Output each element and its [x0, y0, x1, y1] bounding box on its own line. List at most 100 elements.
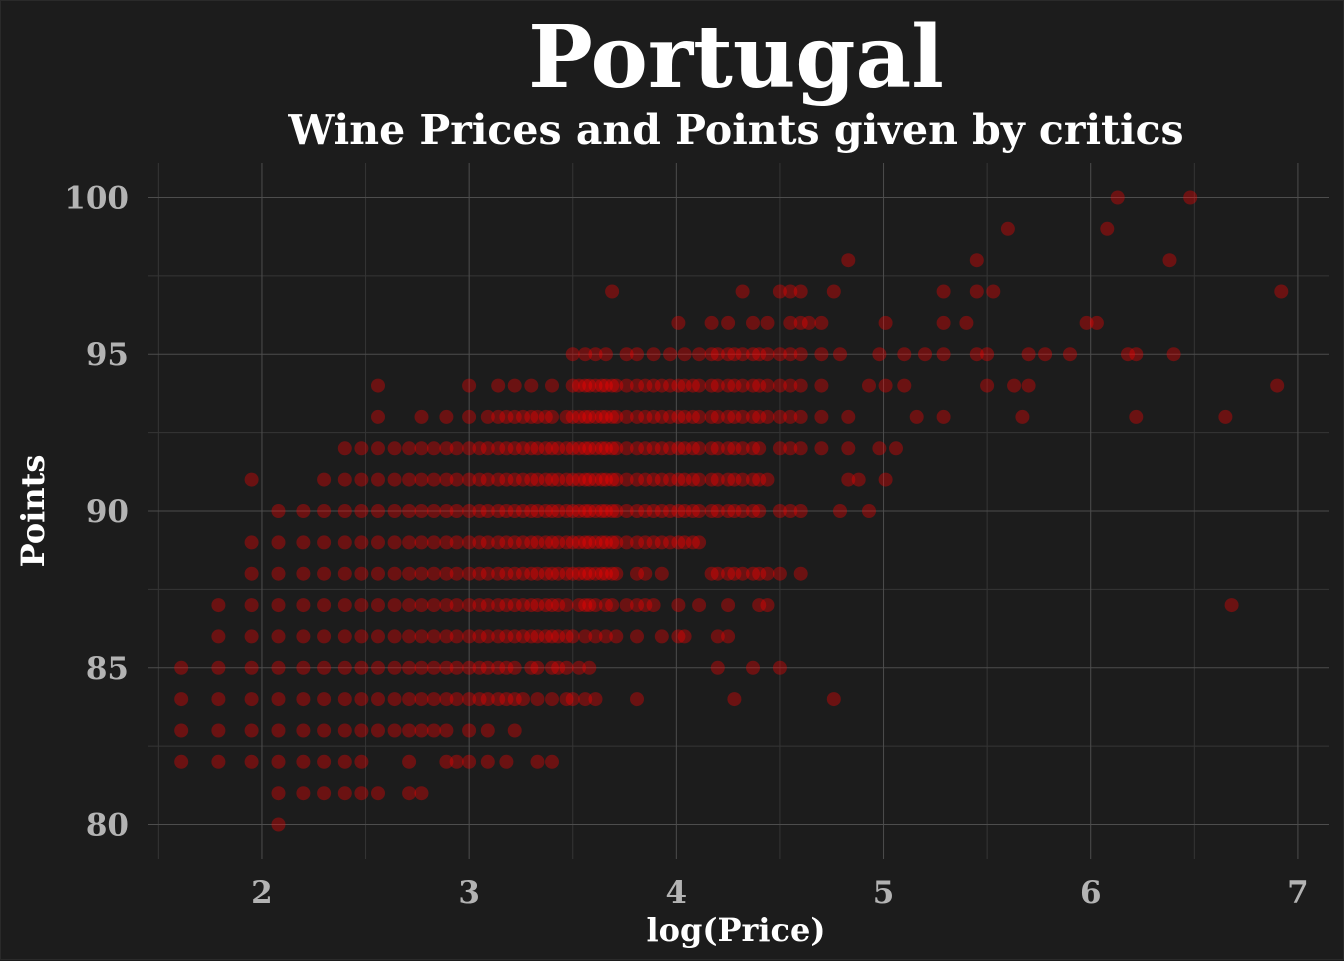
scatter-point	[507, 378, 522, 393]
scatter-point	[337, 535, 352, 550]
scatter-point	[530, 504, 545, 518]
scatter-point	[630, 441, 644, 456]
scatter-point	[841, 253, 856, 268]
scatter-point	[721, 598, 736, 613]
grid-lines	[148, 163, 1329, 859]
scatter-point	[605, 284, 620, 299]
scatter-point	[727, 378, 742, 393]
scatter-point	[387, 441, 402, 456]
scatter-point	[371, 660, 385, 675]
scatter-point	[499, 598, 514, 613]
scatter-point	[317, 535, 332, 550]
scatter-point	[354, 504, 369, 518]
chart-title: Portugal	[528, 7, 944, 108]
scatter-point	[654, 535, 669, 550]
scatter-point	[746, 378, 760, 393]
scatter-point	[793, 409, 808, 424]
scatter-point	[578, 504, 593, 518]
scatter-point	[317, 472, 332, 487]
scatter-point	[783, 347, 798, 362]
scatter-point	[480, 692, 495, 707]
scatter-point	[685, 504, 700, 518]
scatter-point	[545, 441, 559, 456]
scatter-point	[530, 754, 545, 769]
scatter-point	[545, 660, 559, 675]
scatter-point	[630, 504, 644, 518]
scatter-point	[619, 441, 634, 456]
scatter-point	[174, 692, 189, 707]
scatter-point	[491, 472, 506, 487]
scatter-point	[598, 504, 613, 518]
scatter-point	[588, 566, 603, 581]
scatter-point	[671, 378, 686, 393]
scatter-point	[598, 472, 613, 487]
scatter-point	[752, 441, 767, 456]
scatter-point	[559, 504, 574, 518]
scatter-point	[462, 441, 477, 456]
scatter-point	[588, 504, 603, 518]
scatter-point	[760, 315, 775, 330]
scatter-point	[677, 441, 692, 456]
scatter-point	[480, 535, 495, 550]
scatter-point	[918, 347, 932, 362]
scatter-point	[677, 504, 692, 518]
scatter-point	[710, 441, 725, 456]
scatter-point	[387, 472, 402, 487]
scatter-point	[244, 629, 259, 644]
scatter-point	[721, 504, 736, 518]
scatter-point	[559, 692, 574, 707]
scatter-point	[499, 409, 514, 424]
scatter-point	[588, 535, 603, 550]
scatter-point	[472, 566, 487, 581]
scatter-point	[646, 378, 661, 393]
scatter-point	[752, 409, 767, 424]
scatter-point	[296, 660, 311, 675]
scatter-point	[538, 504, 553, 518]
scatter-point	[449, 660, 464, 675]
scatter-point	[638, 472, 653, 487]
scatter-point	[337, 754, 352, 769]
scatter-point	[507, 660, 522, 675]
scatter-point	[727, 441, 742, 456]
scatter-point	[507, 504, 522, 518]
scatter-point	[638, 441, 653, 456]
scatter-point	[735, 472, 750, 487]
scatter-point	[271, 535, 286, 550]
scatter-point	[317, 692, 332, 707]
scatter-point	[565, 409, 580, 424]
scatter-point	[727, 504, 742, 518]
scatter-point	[449, 535, 464, 550]
scatter-point	[814, 315, 829, 330]
scatter-point	[582, 535, 597, 550]
scatter-point	[244, 535, 259, 550]
scatter-point	[559, 535, 574, 550]
scatter-point	[598, 441, 613, 456]
scatter-point	[354, 660, 369, 675]
scatter-point	[598, 347, 613, 362]
scatter-point	[752, 598, 767, 613]
scatter-point	[354, 472, 369, 487]
scatter-point	[609, 535, 624, 550]
scatter-point	[426, 441, 441, 456]
scatter-point	[814, 409, 829, 424]
scatter-point	[402, 566, 417, 581]
scatter-point	[354, 566, 369, 581]
scatter-point	[499, 629, 514, 644]
scatter-point	[578, 629, 593, 644]
scatter-point	[538, 535, 553, 550]
scatter-point	[582, 660, 597, 675]
scatter-point	[1129, 409, 1144, 424]
data-points	[174, 190, 1289, 832]
scatter-point	[1089, 315, 1104, 330]
scatter-point	[337, 692, 352, 707]
scatter-point	[491, 660, 506, 675]
scatter-point	[578, 598, 593, 613]
y-axis-label: Points	[14, 455, 52, 568]
scatter-point	[710, 472, 725, 487]
scatter-point	[783, 441, 798, 456]
scatter-point	[572, 441, 586, 456]
scatter-point	[980, 378, 995, 393]
scatter-point	[414, 566, 429, 581]
scatter-point	[889, 441, 903, 456]
